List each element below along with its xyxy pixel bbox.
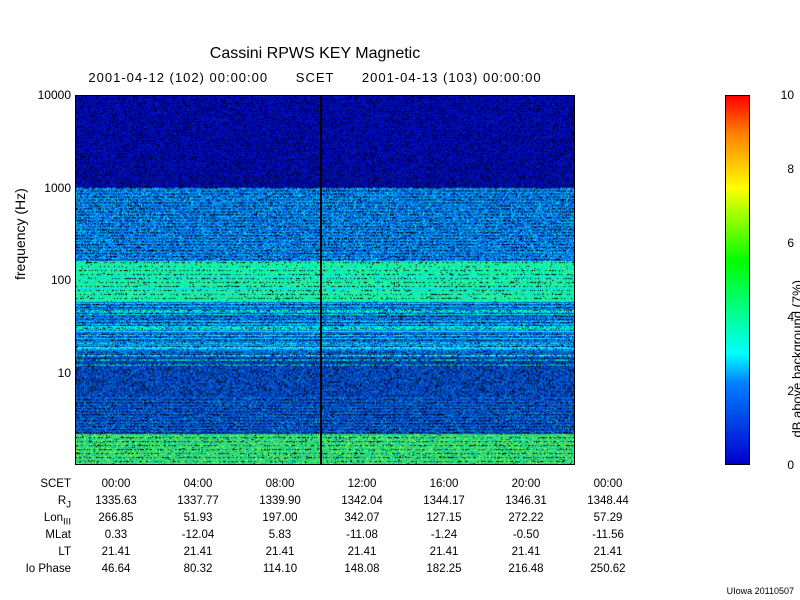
x-cell: -12.04: [157, 529, 239, 541]
x-row-label: SCET: [20, 478, 75, 490]
x-cell: 00:00: [567, 478, 649, 490]
x-cell: 127.15: [403, 512, 485, 524]
spectrogram-plot: [75, 95, 575, 465]
x-cell: 216.48: [485, 563, 567, 575]
subtitle-right: 2001-04-13 (103) 00:00:00: [362, 70, 542, 85]
colorbar-tick: 8: [787, 162, 794, 176]
x-cell: 80.32: [157, 563, 239, 575]
chart-title: Cassini RPWS KEY Magnetic: [0, 45, 630, 63]
colorbar-ticks: 1086420: [752, 95, 772, 465]
x-cell: 1342.04: [321, 495, 403, 507]
x-cell: 0.33: [75, 529, 157, 541]
x-cell: 1346.31: [485, 495, 567, 507]
x-cell: 21.41: [403, 546, 485, 558]
x-cell: 08:00: [239, 478, 321, 490]
x-row: MLat0.33-12.045.83-11.08-1.24-0.50-11.56: [20, 529, 649, 546]
footer-text: UIowa 20110507: [727, 586, 794, 596]
x-cell: 21.41: [567, 546, 649, 558]
x-cell: 16:00: [403, 478, 485, 490]
x-row: LT21.4121.4121.4121.4121.4121.4121.41: [20, 546, 649, 563]
y-tick: 1000: [31, 181, 71, 195]
x-cell: 1339.90: [239, 495, 321, 507]
x-axis-table: SCET00:0004:0008:0012:0016:0020:0000:00R…: [20, 478, 649, 580]
colorbar-tick: 10: [781, 88, 794, 102]
y-tick: 100: [31, 273, 71, 287]
colorbar: [725, 95, 750, 465]
x-cell: 250.62: [567, 563, 649, 575]
x-cell: 20:00: [485, 478, 567, 490]
x-cell: -1.24: [403, 529, 485, 541]
x-cell: -0.50: [485, 529, 567, 541]
subtitle-mid: SCET: [296, 70, 334, 85]
x-cell: 1337.77: [157, 495, 239, 507]
y-axis-label: frequency (Hz): [12, 188, 28, 280]
x-row-label: Io Phase: [20, 563, 75, 575]
x-cell: 272.22: [485, 512, 567, 524]
x-cell: 21.41: [157, 546, 239, 558]
day-boundary-line: [320, 96, 322, 464]
x-cell: 5.83: [239, 529, 321, 541]
colorbar-canvas: [726, 96, 749, 464]
x-cell: 182.25: [403, 563, 485, 575]
x-row: RJ1335.631337.771339.901342.041344.17134…: [20, 495, 649, 512]
x-cell: 342.07: [321, 512, 403, 524]
x-cell: 12:00: [321, 478, 403, 490]
x-row: SCET00:0004:0008:0012:0016:0020:0000:00: [20, 478, 649, 495]
x-cell: 00:00: [75, 478, 157, 490]
x-cell: -11.56: [567, 529, 649, 541]
x-row-label: LT: [20, 546, 75, 558]
x-cell: 21.41: [239, 546, 321, 558]
x-row-label: LonIII: [20, 512, 75, 527]
x-cell: 51.93: [157, 512, 239, 524]
y-axis-ticks: 10000100010010: [35, 95, 73, 465]
x-cell: 114.10: [239, 563, 321, 575]
x-cell: 148.08: [321, 563, 403, 575]
chart-subtitle: 2001-04-12 (102) 00:00:00 SCET 2001-04-1…: [0, 70, 630, 85]
x-cell: 1335.63: [75, 495, 157, 507]
x-row: Io Phase46.6480.32114.10148.08182.25216.…: [20, 563, 649, 580]
x-cell: 46.64: [75, 563, 157, 575]
x-cell: 04:00: [157, 478, 239, 490]
colorbar-tick: 6: [787, 236, 794, 250]
x-cell: 266.85: [75, 512, 157, 524]
x-cell: -11.08: [321, 529, 403, 541]
x-cell: 21.41: [75, 546, 157, 558]
colorbar-label: dB above background (7%): [790, 280, 800, 438]
y-tick: 10000: [31, 88, 71, 102]
x-row-label: RJ: [20, 495, 75, 510]
x-cell: 1348.44: [567, 495, 649, 507]
x-cell: 197.00: [239, 512, 321, 524]
x-row-label: MLat: [20, 529, 75, 541]
x-cell: 1344.17: [403, 495, 485, 507]
x-row: LonIII266.8551.93197.00342.07127.15272.2…: [20, 512, 649, 529]
spectrogram-canvas: [76, 96, 574, 464]
colorbar-tick: 0: [787, 458, 794, 472]
y-tick: 10: [31, 366, 71, 380]
x-cell: 21.41: [321, 546, 403, 558]
subtitle-left: 2001-04-12 (102) 00:00:00: [88, 70, 268, 85]
x-cell: 21.41: [485, 546, 567, 558]
x-cell: 57.29: [567, 512, 649, 524]
